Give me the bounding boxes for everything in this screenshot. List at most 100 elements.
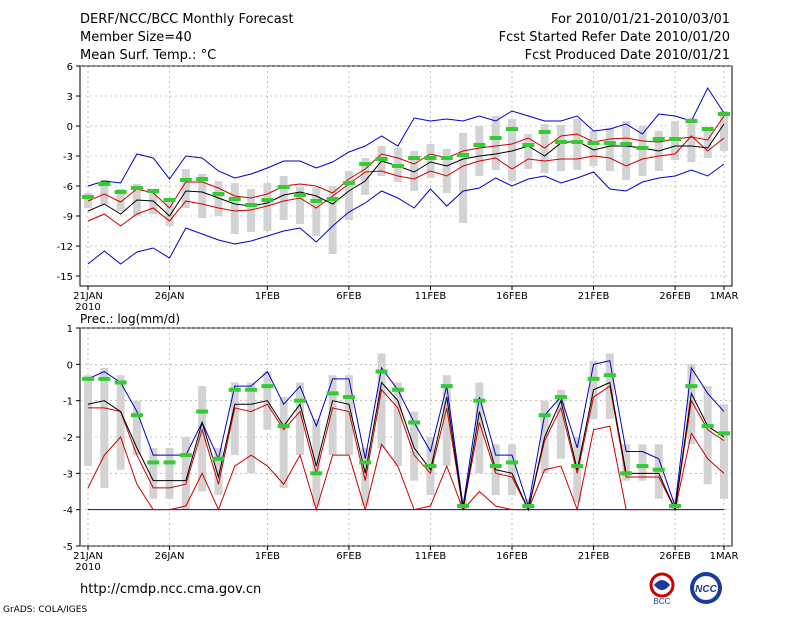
spread-box [116,189,125,211]
obs-mark [603,373,616,378]
spread-box [328,375,337,456]
x-tick-label: 6FEB [336,291,361,302]
source-url[interactable]: http://cmdp.ncc.cma.gov.cn [80,582,262,597]
spread-box [410,151,419,191]
spread-box [442,149,451,193]
obs-mark [620,142,633,146]
spread-box [328,186,337,254]
plot-frame [79,65,733,287]
upper-bound-line [87,115,725,209]
obs-mark [163,460,176,465]
obs-mark [277,424,290,429]
obs-mark [701,424,714,429]
obs-mark [212,192,225,196]
variable-label: Mean Surf. Temp.: °C [80,48,217,63]
x-tick-label: 1MAR [710,291,739,302]
spread-box [132,400,141,456]
obs-mark [636,146,649,150]
y-tick-label: -3 [63,152,73,163]
obs-mark [147,460,160,465]
spread-box [703,386,712,485]
spread-box [556,389,565,459]
obs-mark [212,456,225,461]
spread-box [149,447,158,499]
spread-box [181,437,190,510]
obs-mark [718,112,730,116]
obs-mark [114,380,127,385]
obs-mark [473,143,486,147]
spread-box [377,353,386,448]
x-tick-label: 1FEB [255,291,280,302]
x-tick-label: 6FEB [336,551,361,562]
y-tick-label: 0 [67,122,73,133]
refer-date: Fcst Started Refer Date 2010/01/20 [498,30,730,45]
obs-mark [669,137,682,141]
obs-mark [473,398,486,403]
spread-box [638,444,647,481]
obs-mark [457,504,470,509]
produced-date: Fcst Produced Date 2010/01/21 [524,48,730,63]
spread-box [573,119,582,170]
obs-mark [82,376,94,381]
y-tick-label: 1 [67,324,73,335]
x-tick-label: 11FEB [415,291,447,302]
obs-mark [506,127,518,131]
lower-bound-line [87,425,725,512]
obs-mark [310,199,323,203]
spread-box [247,382,256,474]
spread-box [605,128,614,171]
spread-box [181,169,190,208]
y-tick-label: -4 [63,506,73,517]
spread-box [165,447,174,499]
obs-mark [701,127,714,131]
spread-box [393,382,402,467]
obs-mark [440,156,453,160]
upper-bound-line [88,385,725,512]
spread-box [100,180,109,204]
x-tick-label: 1MAR [710,551,739,562]
obs-mark [522,504,535,509]
max-line [87,86,725,187]
obs-mark [245,387,258,392]
bcc-logo-text: BCC [654,597,671,606]
x-tick-sublabel: 2010 [75,302,100,313]
obs-mark [506,460,518,465]
y-tick-label: -2 [63,433,73,444]
obs-mark [196,409,209,414]
spread-box [214,447,223,496]
x-tick-label: 21JAN [73,291,103,302]
y-tick-label: -1 [63,397,73,408]
ensemble-mean-line [87,381,725,512]
x-tick-label: 16FEB [496,551,528,562]
ncc-logo: NCC [690,572,722,604]
max-line [87,360,725,507]
spread-box [638,126,647,176]
obs-mark [228,197,241,201]
obs-mark [114,190,127,194]
spread-box [720,404,728,499]
y-tick-label: -3 [63,469,73,480]
spread-box [361,158,370,195]
x-tick-label: 1FEB [255,551,280,562]
obs-mark [685,384,698,389]
obs-mark [587,141,600,145]
chart-title: DERF/NCC/BCC Monthly Forecast [80,12,294,27]
y-tick-label: -5 [63,542,73,553]
spread-box [279,397,288,488]
obs-mark [457,153,470,157]
ncc-logo-text: NCC [695,584,717,595]
spread-box [622,121,631,180]
spread-box [149,193,158,214]
spread-box [263,183,272,231]
spread-box [508,444,516,496]
x-tick-label: 26FEB [659,551,691,562]
y-tick-label: -9 [63,212,73,223]
obs-mark [522,143,535,147]
obs-mark [571,140,584,144]
obs-mark [603,141,616,145]
spread-box [344,375,353,456]
obs-mark [652,137,665,141]
